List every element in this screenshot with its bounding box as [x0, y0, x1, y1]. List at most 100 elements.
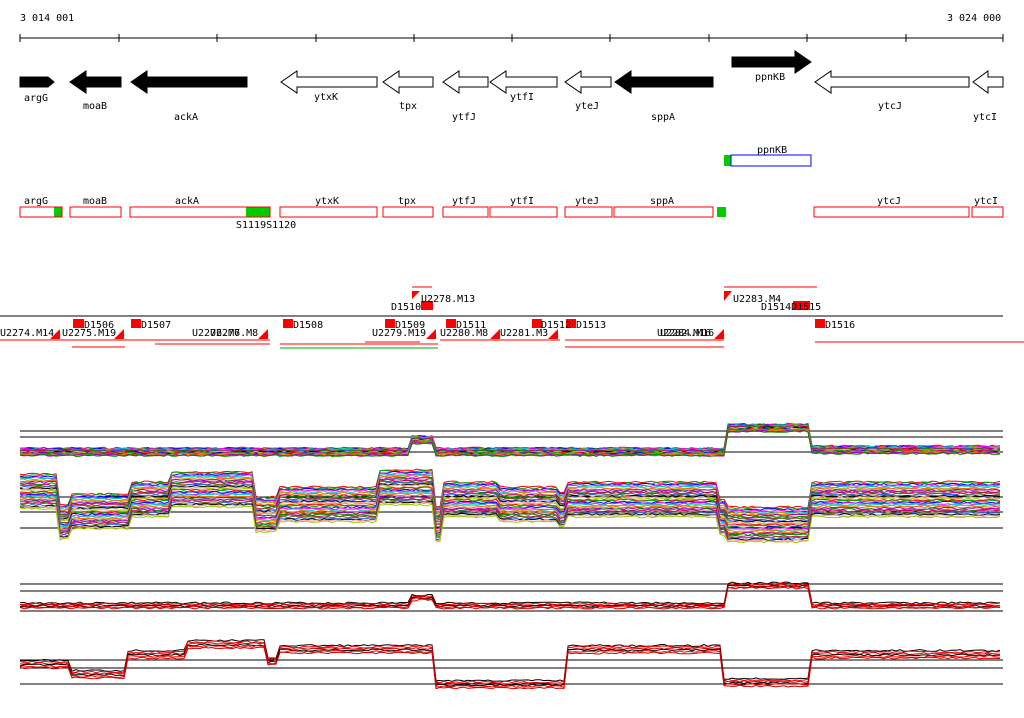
- expression-curve: [19, 490, 1001, 531]
- gene-label: ppnKB: [755, 72, 785, 83]
- expression-curve: [19, 474, 1001, 515]
- gene-arrow[interactable]: [19, 76, 55, 88]
- transcript-box[interactable]: [129, 206, 271, 218]
- axis-start-label: 3 014 001: [20, 13, 75, 24]
- transcript-label: tpx: [398, 196, 416, 207]
- breakpoint-marker: [490, 329, 500, 339]
- segment-label: U2274.M14: [0, 328, 54, 339]
- gene-arrow[interactable]: [442, 70, 489, 94]
- gene-label: ackA: [174, 112, 198, 123]
- segment-label: D1507: [141, 320, 171, 331]
- segment-label: D1511: [456, 320, 486, 331]
- axis-end-label: 3 024 000: [947, 13, 1002, 24]
- gene-label: ytfI: [510, 92, 534, 103]
- transcript-box[interactable]: [19, 206, 63, 218]
- transcript-label: ppnKB: [757, 145, 787, 156]
- marker-block: [717, 207, 726, 217]
- gene-arrow[interactable]: [614, 70, 714, 94]
- segment-block: [815, 319, 825, 328]
- segment-label: U2283.M4: [733, 294, 781, 305]
- segment-block: [283, 319, 293, 328]
- expression-curve: [19, 503, 1001, 544]
- transcript-box[interactable]: [442, 206, 489, 218]
- segment-block: [73, 319, 84, 328]
- transcript-box[interactable]: [489, 206, 558, 218]
- transcript-label: ytxK: [315, 196, 339, 207]
- transcript-box[interactable]: [564, 206, 613, 218]
- expression-curve: [19, 643, 1001, 687]
- segment-block: [131, 319, 141, 328]
- expression-track-1: [19, 422, 1003, 458]
- segment-label: D1509: [395, 320, 425, 331]
- gene-label: moaB: [83, 101, 107, 112]
- expression-curve: [19, 491, 1000, 532]
- transcript-label: yteJ: [575, 196, 599, 207]
- segment-block: [793, 301, 810, 310]
- breakpoint-marker: [114, 329, 124, 339]
- gene-label: argG: [24, 93, 48, 104]
- gene-arrow[interactable]: [489, 70, 558, 94]
- expression-curve: [19, 498, 1001, 539]
- gene-arrow[interactable]: [382, 70, 434, 94]
- transcript-label: argG: [24, 196, 48, 207]
- transcript-label: ytcI: [974, 196, 998, 207]
- transcript-box[interactable]: [613, 206, 714, 218]
- gene-arrow[interactable]: [814, 70, 970, 94]
- marker-block: [246, 207, 270, 217]
- summary-track-2: [19, 639, 1003, 690]
- transcript-label: moaB: [83, 196, 107, 207]
- coordinate-axis: [19, 34, 1004, 42]
- expression-curve: [19, 483, 1001, 523]
- expression-curve: [19, 646, 1001, 690]
- gene-arrow[interactable]: [564, 70, 612, 94]
- segment-label: U2282.M16: [657, 328, 711, 339]
- expression-curve: [19, 641, 1001, 685]
- breakpoint-marker: [426, 329, 436, 339]
- expression-curve: [19, 586, 1001, 610]
- transcript-box[interactable]: [69, 206, 122, 218]
- segment-label: U2277.M8: [210, 328, 258, 339]
- gene-label: ytfJ: [452, 112, 476, 123]
- segmentation-track: U2278.M13 D1510 U2283.M4 D1514D1515 U227…: [0, 286, 1024, 349]
- segment-label: U2275.M19: [62, 328, 116, 339]
- segment-label: U2276.M6: [192, 328, 240, 339]
- breakpoint-marker: [714, 329, 724, 339]
- segment-label: U2279.M19: [372, 328, 426, 339]
- segment-block: [566, 319, 576, 328]
- forward-transcript-track: ppnKB: [724, 145, 812, 167]
- expression-curve: [19, 484, 1001, 525]
- transcript-label: ytcJ: [877, 196, 901, 207]
- segment-block: [421, 301, 433, 310]
- transcript-label: ackA: [175, 196, 199, 207]
- marker-block: [54, 207, 62, 217]
- gene-arrow[interactable]: [280, 70, 378, 94]
- transcript-box[interactable]: [279, 206, 378, 218]
- expression-curve: [19, 486, 1001, 527]
- transcript-box[interactable]: [382, 206, 434, 218]
- gene-arrow[interactable]: [972, 70, 1004, 94]
- segment-label: D1510: [391, 302, 421, 313]
- transcript-box[interactable]: [730, 154, 812, 167]
- gene-arrow[interactable]: [69, 70, 122, 94]
- transcript-box[interactable]: [971, 206, 1004, 218]
- expression-curve: [19, 481, 1001, 522]
- transcript-label: ytfI: [510, 196, 534, 207]
- segment-label: U2284.M16: [660, 328, 714, 339]
- expression-curve: [19, 472, 1001, 513]
- expression-curve: [19, 497, 1001, 538]
- gene-arrow[interactable]: [130, 70, 248, 94]
- overlap-label: S1119S1120: [236, 220, 296, 231]
- gene-arrow[interactable]: [731, 50, 812, 74]
- gene-label: ytcJ: [878, 101, 902, 112]
- gene-label: ytcI: [973, 112, 997, 123]
- expression-curve: [19, 476, 1001, 518]
- expression-curve: [19, 502, 1001, 543]
- transcript-box[interactable]: [813, 206, 970, 218]
- expression-curve: [19, 640, 1001, 684]
- segment-label: D1514D1515: [761, 302, 821, 313]
- segment-label: U2281.M3: [500, 328, 548, 339]
- summary-track-1: [19, 581, 1003, 612]
- expression-curve: [19, 478, 1001, 519]
